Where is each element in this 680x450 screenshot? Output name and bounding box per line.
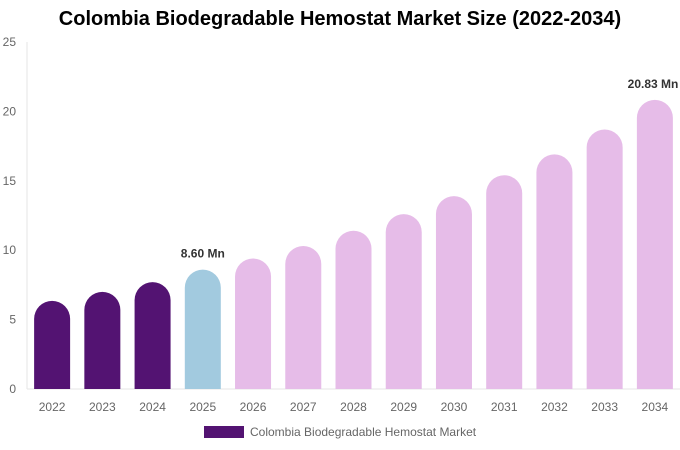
x-tick-label: 2026 [240,400,267,414]
y-tick-label: 25 [3,35,17,49]
data-label: 8.60 Mn [181,247,225,261]
x-tick-label: 2023 [89,400,116,414]
y-tick-label: 0 [9,382,16,396]
data-label: 20.83 Mn [628,77,679,91]
bar-2028 [335,230,372,389]
y-tick-label: 10 [3,243,17,257]
bar-2026 [235,258,272,389]
x-tick-label: 2034 [642,400,669,414]
y-tick-label: 5 [9,313,16,327]
legend-label: Colombia Biodegradable Hemostat Market [250,425,477,439]
bar-2027 [285,246,322,389]
bar-2032 [536,154,573,389]
bar-2031 [486,175,523,389]
x-tick-label: 2029 [390,400,417,414]
y-tick-label: 20 [3,104,17,118]
y-tick-label: 15 [3,174,17,188]
x-tick-label: 2030 [441,400,468,414]
x-tick-label: 2028 [340,400,367,414]
legend-swatch [204,426,244,438]
bar-2034 [636,99,673,389]
bar-2029 [385,214,422,389]
bar-2030 [435,196,472,389]
x-tick-label: 2031 [491,400,518,414]
x-tick-label: 2022 [39,400,66,414]
x-tick-label: 2033 [591,400,618,414]
chart-title: Colombia Biodegradable Hemostat Market S… [58,8,622,30]
x-tick-label: 2025 [189,400,216,414]
bar-2024 [134,282,171,389]
legend: Colombia Biodegradable Hemostat Market [204,425,476,439]
bar-2025 [184,269,221,389]
x-tick-label: 2027 [290,400,317,414]
x-tick-label: 2032 [541,400,568,414]
bar-2033 [586,129,623,389]
bar-2022 [34,300,71,389]
x-tick-label: 2024 [139,400,166,414]
bar-2023 [84,291,121,389]
